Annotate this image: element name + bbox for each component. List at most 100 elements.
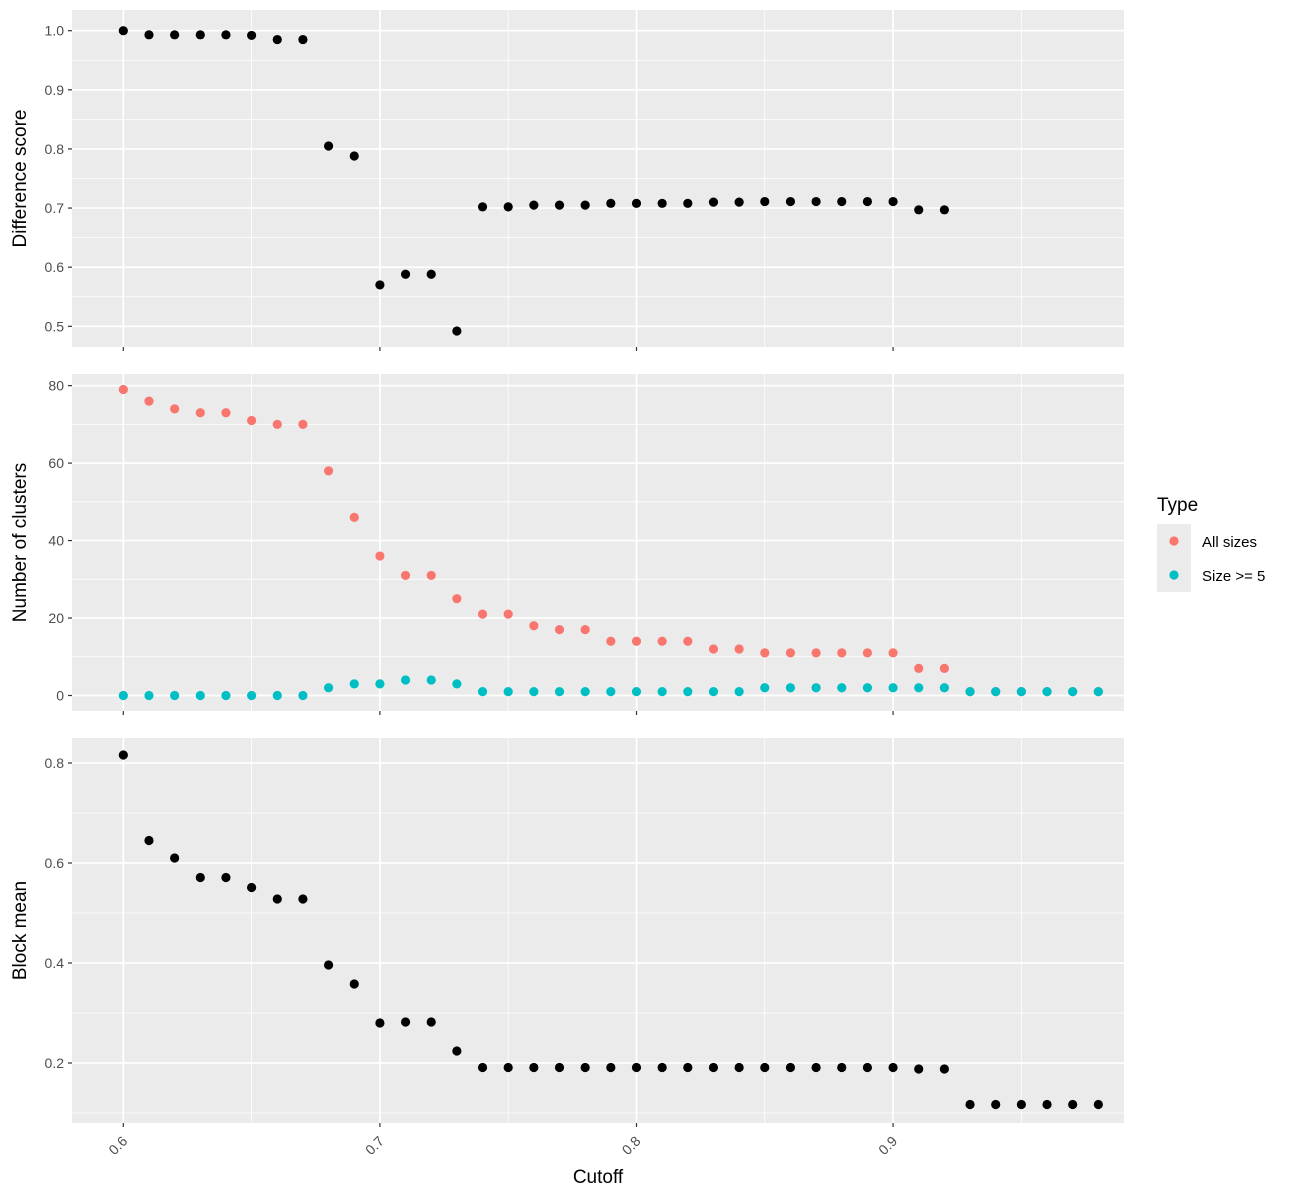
y-tick-label: 0.2 <box>45 1055 65 1071</box>
data-point <box>503 609 513 619</box>
data-point <box>888 196 898 207</box>
series-size-5 <box>118 675 1103 701</box>
data-point <box>298 894 308 904</box>
data-point <box>991 687 1001 697</box>
data-point <box>400 570 411 581</box>
data-point <box>323 683 334 693</box>
data-point <box>734 687 744 697</box>
y-tick-label: 0.6 <box>45 259 65 275</box>
data-point <box>580 687 590 697</box>
data-point <box>580 1062 590 1073</box>
data-point <box>888 1062 898 1073</box>
y-tick-label: 0 <box>56 688 64 704</box>
data-point <box>272 34 282 45</box>
data-point <box>914 1064 924 1074</box>
data-point <box>811 648 821 658</box>
data-point <box>657 636 667 646</box>
data-point <box>1068 687 1078 697</box>
panel-background <box>72 738 1124 1123</box>
data-point <box>298 419 308 429</box>
data-point <box>426 269 436 279</box>
data-point <box>760 1062 770 1073</box>
data-point <box>708 644 719 654</box>
data-point <box>1068 1099 1078 1110</box>
data-point <box>477 202 488 212</box>
data-point <box>118 26 128 36</box>
series-0 <box>118 26 949 336</box>
y-tick-label: 0.8 <box>45 755 65 771</box>
data-point <box>247 882 257 893</box>
data-point <box>837 1062 847 1073</box>
y-axis-title: Number of clusters <box>10 463 31 622</box>
data-point <box>503 1062 513 1073</box>
data-point <box>298 34 308 45</box>
data-point <box>452 1046 462 1056</box>
data-point <box>631 687 642 697</box>
x-tick-label: 0.9 <box>875 1133 900 1158</box>
data-point <box>785 683 796 693</box>
data-point <box>144 835 154 846</box>
data-point <box>375 679 385 689</box>
data-point <box>657 1062 667 1073</box>
data-point <box>554 1062 565 1073</box>
data-point <box>1042 687 1052 697</box>
data-point <box>862 1062 873 1073</box>
data-point <box>708 1062 719 1073</box>
data-point <box>657 198 667 208</box>
x-axis-title: Cutoff <box>573 1167 624 1188</box>
data-point <box>760 196 770 207</box>
data-point <box>760 648 770 658</box>
y-tick-label: 0.7 <box>45 200 65 216</box>
data-point <box>375 551 385 561</box>
data-point <box>734 197 744 207</box>
legend: Type All sizes Size >= 5 <box>1157 495 1265 592</box>
panel-difference-score: 0.5 0.6 0.7 0.8 0.9 1.0 Difference score <box>10 10 1124 351</box>
legend-label-size-5: Size >= 5 <box>1202 568 1265 585</box>
data-point <box>323 960 334 970</box>
data-point <box>734 1062 744 1073</box>
data-point <box>477 609 488 619</box>
data-point <box>529 621 539 631</box>
data-point <box>580 200 590 210</box>
data-point <box>323 466 334 476</box>
data-point <box>170 690 180 701</box>
x-tick-label: 0.6 <box>105 1133 130 1158</box>
data-point <box>426 675 436 685</box>
data-point <box>862 196 873 207</box>
data-point <box>580 625 590 635</box>
data-point <box>375 1018 385 1028</box>
data-point <box>939 1064 949 1074</box>
data-point <box>888 648 898 658</box>
data-point <box>247 690 257 701</box>
data-point <box>144 396 154 406</box>
data-point <box>554 200 565 210</box>
y-axis-title: Difference score <box>10 110 31 248</box>
data-point <box>811 1062 821 1073</box>
data-point <box>144 30 154 40</box>
data-point <box>785 196 796 207</box>
data-point <box>426 570 436 581</box>
data-point <box>554 687 565 697</box>
data-point <box>554 625 565 635</box>
data-point <box>118 750 128 760</box>
data-point <box>118 690 128 701</box>
data-point <box>272 690 282 701</box>
data-point <box>247 415 257 426</box>
data-point <box>939 663 949 673</box>
y-tick-label: 1.0 <box>45 23 65 39</box>
data-point <box>837 196 847 207</box>
data-point <box>734 644 744 654</box>
y-axis-title: Block mean <box>10 881 31 980</box>
data-point <box>477 687 488 697</box>
y-tick-label: 0.9 <box>45 82 65 98</box>
data-point <box>606 636 616 646</box>
data-point <box>503 202 513 212</box>
data-point <box>760 683 770 693</box>
data-point <box>708 687 719 697</box>
panel-block-mean: 0.2 0.4 0.6 0.8 Block mean <box>10 738 1124 1127</box>
y-tick-label: 0.4 <box>45 955 65 971</box>
data-point <box>939 205 949 215</box>
data-point <box>400 269 411 279</box>
data-point <box>400 1017 411 1027</box>
data-point <box>298 690 308 701</box>
